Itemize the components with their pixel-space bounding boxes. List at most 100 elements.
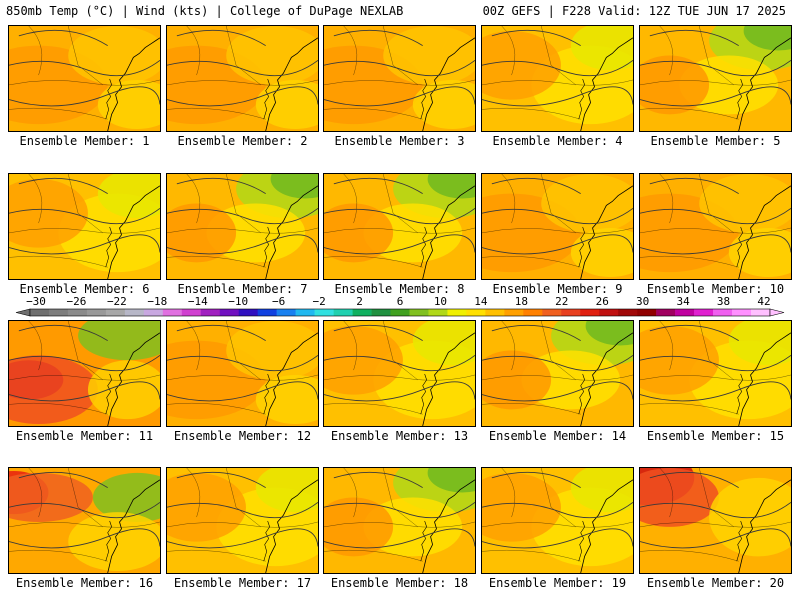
coastline [265, 37, 318, 131]
panel-label-member-14: Ensemble Member: 14 [488, 429, 627, 443]
colorbar-swatch [200, 309, 221, 316]
height-contours [9, 29, 160, 107]
map-graphic [9, 468, 160, 573]
temp-field-blob [640, 468, 719, 527]
colorbar-tick-label: 18 [514, 295, 528, 308]
temp-field-blob [363, 497, 463, 557]
height-contours [167, 177, 318, 255]
temp-field-blob [679, 55, 779, 115]
temp-field-blob [640, 55, 710, 115]
panel-label-member-11: Ensemble Member: 11 [15, 429, 154, 443]
colorbar-tick-label: −22 [106, 295, 127, 308]
height-contours [640, 324, 791, 402]
map-graphic [167, 174, 318, 279]
map-panel-member-20 [639, 467, 792, 574]
height-contours [482, 471, 633, 549]
temp-field-blob [9, 178, 88, 248]
temp-field-blob [324, 325, 403, 395]
panel-label-member-13: Ensemble Member: 13 [330, 429, 469, 443]
map-panel-member-12 [166, 320, 319, 427]
colorbar-tick-label: 26 [595, 295, 609, 308]
state-borders [640, 174, 791, 268]
colorbar-swatch [238, 309, 258, 316]
temp-field-blob [68, 512, 160, 572]
bay-outline [263, 78, 270, 120]
map-graphic [9, 26, 160, 131]
temp-field-blob [743, 26, 791, 51]
colorbar-swatch [713, 309, 733, 316]
coastline [422, 479, 475, 573]
coastline [580, 332, 633, 426]
colorbar-swatch [181, 309, 202, 316]
state-borders [9, 468, 160, 562]
panel-label-member-3: Ensemble Member: 3 [334, 134, 465, 148]
map-graphic [482, 174, 633, 279]
colorbar-tick-label: −30 [26, 295, 46, 308]
colorbar-swatch [675, 309, 695, 316]
colorbar-tick-label: −2 [312, 295, 326, 308]
map-panel-member-19 [481, 467, 634, 574]
state-borders [9, 321, 160, 415]
colorbar-swatch [390, 309, 410, 316]
height-contours [324, 177, 475, 255]
state-borders [640, 26, 791, 120]
map-graphic [640, 321, 791, 426]
colorbar-swatch [333, 309, 353, 316]
colorbar-tick-label: 30 [636, 295, 650, 308]
coastline [265, 479, 318, 573]
temp-field-blob [427, 174, 475, 199]
temp-field-blob [728, 321, 791, 366]
colorbar-swatch [504, 309, 524, 316]
colorbar-swatch [30, 309, 50, 316]
temp-field-blob [363, 203, 463, 263]
colorbar-swatch [219, 309, 240, 316]
colorbar-tick-label: 42 [757, 295, 771, 308]
colorbar-swatch [162, 309, 183, 316]
header-left-title: 850mb Temp (°C) | Wind (kts) | College o… [6, 4, 404, 18]
map-graphic [640, 468, 791, 573]
coastline [738, 37, 791, 131]
temp-field-blob [9, 360, 64, 400]
map-panel-member-11 [8, 320, 161, 427]
map-graphic [482, 468, 633, 573]
colorbar-swatch [67, 309, 88, 316]
colorbar-swatch [561, 309, 581, 316]
coastline [107, 185, 160, 279]
state-borders [482, 174, 633, 268]
bay-outline [420, 373, 427, 415]
colorbar-swatch [86, 309, 107, 316]
coastline [107, 37, 160, 131]
coastline [738, 185, 791, 279]
bay-outline [578, 226, 585, 268]
temp-field-blob [482, 30, 561, 100]
colorbar-tick-label: 38 [716, 295, 731, 308]
panel-label-member-19: Ensemble Member: 19 [488, 576, 627, 590]
map-graphic [482, 26, 633, 131]
temp-field-blob [78, 321, 160, 361]
panel-label-member-20: Ensemble Member: 20 [646, 576, 785, 590]
bay-outline [736, 520, 743, 562]
panel-label-member-6: Ensemble Member: 6 [19, 282, 150, 296]
temp-field-blob [324, 203, 394, 263]
map-panel-member-14 [481, 320, 634, 427]
map-panel-member-2 [166, 25, 319, 132]
colorbar-swatch [542, 309, 562, 316]
temp-field-blob [383, 26, 475, 85]
temp-field-blob [709, 477, 791, 557]
colorbar-swatch [371, 309, 391, 316]
colorbar-swatch [314, 309, 334, 316]
panel-label-member-18: Ensemble Member: 18 [330, 576, 469, 590]
temp-field-blob [255, 468, 318, 513]
map-graphic [9, 321, 160, 426]
colorbar-tick-label: 22 [555, 295, 569, 308]
height-contours [482, 177, 633, 255]
bay-outline [105, 78, 112, 120]
header-right-title: 00Z GEFS | F228 Valid: 12Z TUE JUN 17 20… [482, 4, 786, 18]
coastline [738, 332, 791, 426]
height-contours [324, 324, 475, 402]
state-borders [324, 26, 475, 120]
temp-field-blob [412, 321, 475, 366]
state-borders [482, 468, 633, 562]
state-borders [9, 174, 160, 268]
map-graphic [167, 321, 318, 426]
